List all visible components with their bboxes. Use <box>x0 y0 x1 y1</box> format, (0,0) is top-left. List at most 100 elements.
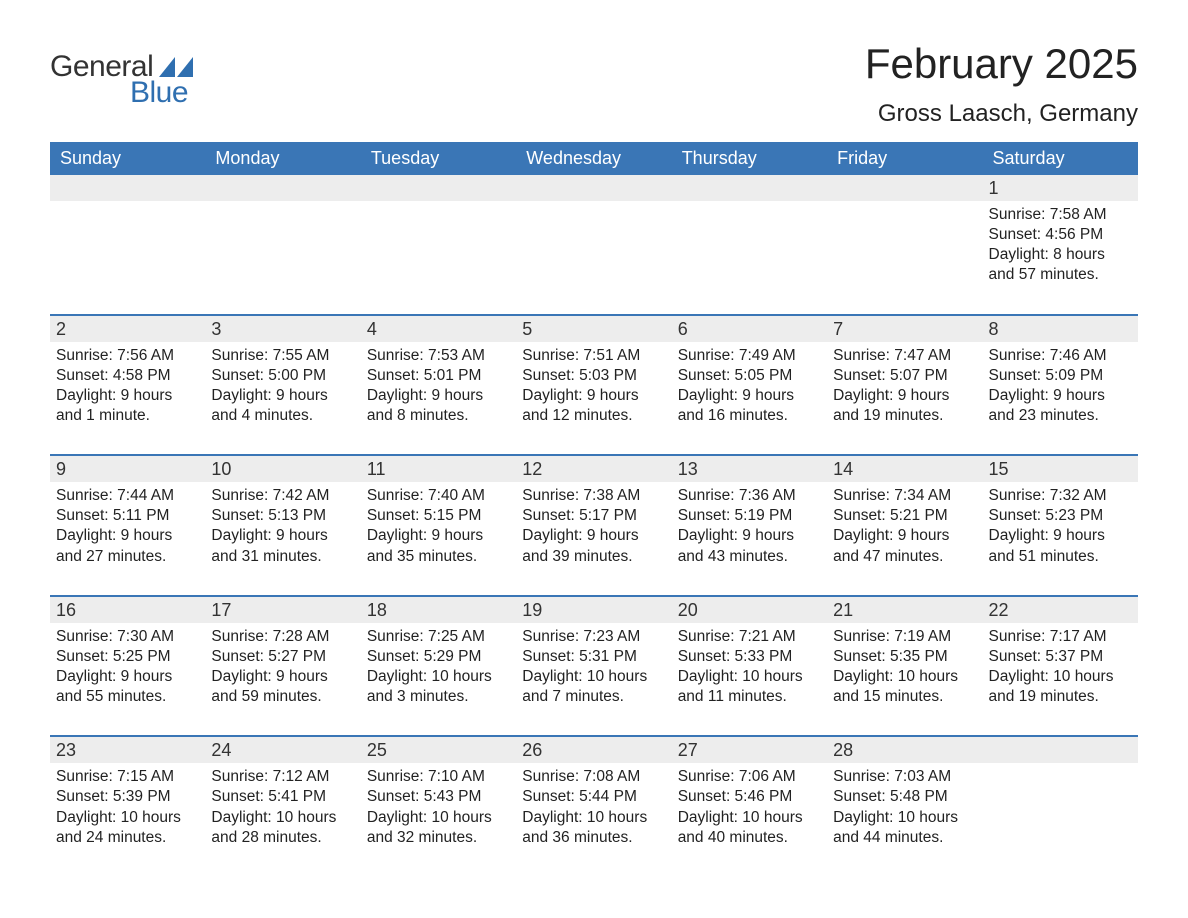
weekday-header-cell: Sunday <box>50 142 205 175</box>
calendar-day-cell: 8Sunrise: 7:46 AMSunset: 5:09 PMDaylight… <box>983 316 1138 431</box>
daylight-text: Daylight: 9 hours and 19 minutes. <box>833 386 976 426</box>
day-content: Sunrise: 7:36 AMSunset: 5:19 PMDaylight:… <box>672 482 827 571</box>
daylight-text: Daylight: 9 hours and 4 minutes. <box>211 386 354 426</box>
calendar-day-cell: 4Sunrise: 7:53 AMSunset: 5:01 PMDaylight… <box>361 316 516 431</box>
day-content: Sunrise: 7:30 AMSunset: 5:25 PMDaylight:… <box>50 623 205 712</box>
day-number <box>983 737 1138 763</box>
sunrise-text: Sunrise: 7:06 AM <box>678 767 821 787</box>
day-content <box>672 201 827 209</box>
calendar-day-cell: 13Sunrise: 7:36 AMSunset: 5:19 PMDayligh… <box>672 456 827 571</box>
sunset-text: Sunset: 5:21 PM <box>833 506 976 526</box>
day-number: 4 <box>361 316 516 342</box>
sunrise-text: Sunrise: 7:28 AM <box>211 627 354 647</box>
day-content: Sunrise: 7:38 AMSunset: 5:17 PMDaylight:… <box>516 482 671 571</box>
day-content <box>827 201 982 209</box>
day-content: Sunrise: 7:08 AMSunset: 5:44 PMDaylight:… <box>516 763 671 852</box>
day-content: Sunrise: 7:40 AMSunset: 5:15 PMDaylight:… <box>361 482 516 571</box>
sunrise-text: Sunrise: 7:34 AM <box>833 486 976 506</box>
day-number <box>516 175 671 201</box>
calendar-day-cell: 22Sunrise: 7:17 AMSunset: 5:37 PMDayligh… <box>983 597 1138 712</box>
day-number <box>361 175 516 201</box>
day-content: Sunrise: 7:51 AMSunset: 5:03 PMDaylight:… <box>516 342 671 431</box>
day-number <box>205 175 360 201</box>
daylight-text: Daylight: 10 hours and 19 minutes. <box>989 667 1132 707</box>
sunset-text: Sunset: 5:35 PM <box>833 647 976 667</box>
sunset-text: Sunset: 5:05 PM <box>678 366 821 386</box>
day-content: Sunrise: 7:53 AMSunset: 5:01 PMDaylight:… <box>361 342 516 431</box>
day-number: 6 <box>672 316 827 342</box>
sunset-text: Sunset: 5:33 PM <box>678 647 821 667</box>
daylight-text: Daylight: 9 hours and 51 minutes. <box>989 526 1132 566</box>
calendar-page: General Blue February 2025 Gross Laasch,… <box>0 0 1188 892</box>
daylight-text: Daylight: 10 hours and 11 minutes. <box>678 667 821 707</box>
weekday-header-row: Sunday Monday Tuesday Wednesday Thursday… <box>50 142 1138 175</box>
sunset-text: Sunset: 5:19 PM <box>678 506 821 526</box>
day-number: 11 <box>361 456 516 482</box>
sunset-text: Sunset: 5:41 PM <box>211 787 354 807</box>
day-content: Sunrise: 7:23 AMSunset: 5:31 PMDaylight:… <box>516 623 671 712</box>
calendar-day-cell: 21Sunrise: 7:19 AMSunset: 5:35 PMDayligh… <box>827 597 982 712</box>
daylight-text: Daylight: 9 hours and 8 minutes. <box>367 386 510 426</box>
day-number: 1 <box>983 175 1138 201</box>
day-content: Sunrise: 7:58 AMSunset: 4:56 PMDaylight:… <box>983 201 1138 290</box>
day-number: 24 <box>205 737 360 763</box>
sunrise-text: Sunrise: 7:46 AM <box>989 346 1132 366</box>
sunrise-text: Sunrise: 7:36 AM <box>678 486 821 506</box>
daylight-text: Daylight: 10 hours and 3 minutes. <box>367 667 510 707</box>
sunrise-text: Sunrise: 7:44 AM <box>56 486 199 506</box>
sunset-text: Sunset: 5:15 PM <box>367 506 510 526</box>
title-block: February 2025 Gross Laasch, Germany <box>865 40 1138 128</box>
day-content: Sunrise: 7:19 AMSunset: 5:35 PMDaylight:… <box>827 623 982 712</box>
daylight-text: Daylight: 10 hours and 7 minutes. <box>522 667 665 707</box>
daylight-text: Daylight: 9 hours and 23 minutes. <box>989 386 1132 426</box>
sunrise-text: Sunrise: 7:15 AM <box>56 767 199 787</box>
brand-logo: General Blue <box>50 50 193 110</box>
calendar-day-cell: 11Sunrise: 7:40 AMSunset: 5:15 PMDayligh… <box>361 456 516 571</box>
day-number: 10 <box>205 456 360 482</box>
daylight-text: Daylight: 9 hours and 39 minutes. <box>522 526 665 566</box>
sunset-text: Sunset: 5:23 PM <box>989 506 1132 526</box>
calendar-day-cell: 15Sunrise: 7:32 AMSunset: 5:23 PMDayligh… <box>983 456 1138 571</box>
sunset-text: Sunset: 5:00 PM <box>211 366 354 386</box>
sunset-text: Sunset: 4:56 PM <box>989 225 1132 245</box>
sunrise-text: Sunrise: 7:53 AM <box>367 346 510 366</box>
calendar-empty-cell <box>205 175 360 290</box>
calendar-day-cell: 19Sunrise: 7:23 AMSunset: 5:31 PMDayligh… <box>516 597 671 712</box>
sunrise-text: Sunrise: 7:21 AM <box>678 627 821 647</box>
day-content <box>361 201 516 209</box>
day-number: 18 <box>361 597 516 623</box>
sunset-text: Sunset: 5:07 PM <box>833 366 976 386</box>
daylight-text: Daylight: 9 hours and 12 minutes. <box>522 386 665 426</box>
weekday-header-cell: Thursday <box>672 142 827 175</box>
weekday-header-cell: Saturday <box>983 142 1138 175</box>
sunrise-text: Sunrise: 7:10 AM <box>367 767 510 787</box>
calendar-day-cell: 1Sunrise: 7:58 AMSunset: 4:56 PMDaylight… <box>983 175 1138 290</box>
sunset-text: Sunset: 5:44 PM <box>522 787 665 807</box>
sunset-text: Sunset: 5:39 PM <box>56 787 199 807</box>
sunrise-text: Sunrise: 7:38 AM <box>522 486 665 506</box>
location-subtitle: Gross Laasch, Germany <box>865 100 1138 128</box>
calendar-empty-cell <box>672 175 827 290</box>
day-content: Sunrise: 7:10 AMSunset: 5:43 PMDaylight:… <box>361 763 516 852</box>
sunrise-text: Sunrise: 7:25 AM <box>367 627 510 647</box>
day-number: 19 <box>516 597 671 623</box>
sunset-text: Sunset: 5:31 PM <box>522 647 665 667</box>
calendar-day-cell: 28Sunrise: 7:03 AMSunset: 5:48 PMDayligh… <box>827 737 982 852</box>
day-number: 26 <box>516 737 671 763</box>
sunrise-text: Sunrise: 7:56 AM <box>56 346 199 366</box>
day-content: Sunrise: 7:34 AMSunset: 5:21 PMDaylight:… <box>827 482 982 571</box>
daylight-text: Daylight: 9 hours and 55 minutes. <box>56 667 199 707</box>
day-number: 14 <box>827 456 982 482</box>
day-content: Sunrise: 7:25 AMSunset: 5:29 PMDaylight:… <box>361 623 516 712</box>
sunset-text: Sunset: 5:48 PM <box>833 787 976 807</box>
calendar-empty-cell <box>361 175 516 290</box>
calendar-week-row: 1Sunrise: 7:58 AMSunset: 4:56 PMDaylight… <box>50 175 1138 290</box>
day-content: Sunrise: 7:28 AMSunset: 5:27 PMDaylight:… <box>205 623 360 712</box>
daylight-text: Daylight: 10 hours and 24 minutes. <box>56 808 199 848</box>
brand-text-2: Blue <box>130 76 188 110</box>
calendar-day-cell: 24Sunrise: 7:12 AMSunset: 5:41 PMDayligh… <box>205 737 360 852</box>
day-content: Sunrise: 7:17 AMSunset: 5:37 PMDaylight:… <box>983 623 1138 712</box>
day-content: Sunrise: 7:15 AMSunset: 5:39 PMDaylight:… <box>50 763 205 852</box>
sunrise-text: Sunrise: 7:19 AM <box>833 627 976 647</box>
calendar-week-row: 16Sunrise: 7:30 AMSunset: 5:25 PMDayligh… <box>50 595 1138 712</box>
